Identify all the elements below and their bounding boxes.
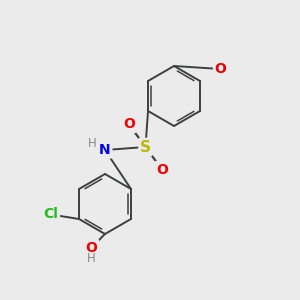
Text: O: O (85, 241, 98, 254)
Text: O: O (214, 62, 226, 76)
Text: Cl: Cl (44, 208, 59, 221)
Text: O: O (123, 118, 135, 131)
Text: H: H (88, 137, 97, 150)
Text: N: N (99, 143, 111, 157)
Text: H: H (87, 252, 96, 266)
Text: O: O (156, 163, 168, 176)
Text: S: S (140, 140, 151, 154)
